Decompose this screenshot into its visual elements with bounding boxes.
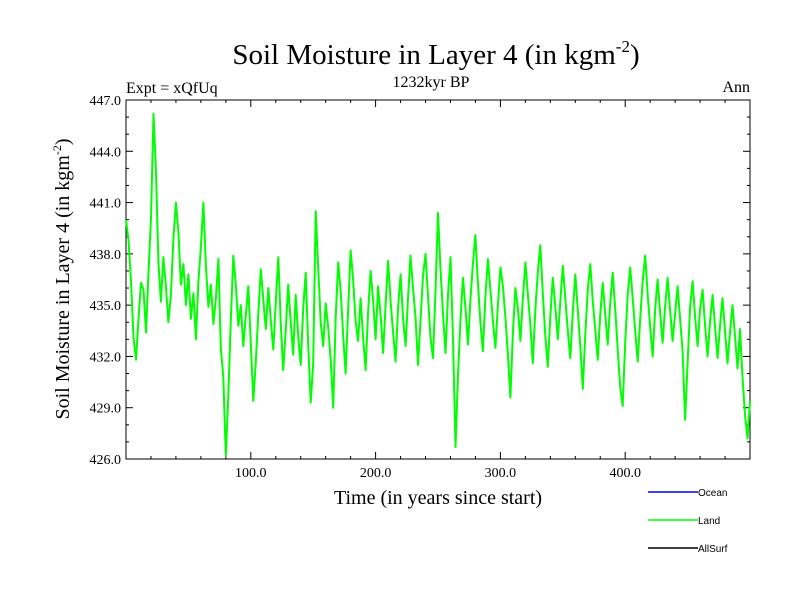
y-tick-label: 444.0: [90, 145, 122, 160]
chart-title-superscript: -2: [616, 37, 630, 56]
y-tick-label: 429.0: [90, 402, 122, 417]
y-tick-label: 426.0: [90, 453, 122, 468]
y-tick-label: 435.0: [90, 299, 122, 314]
chart-subtitle: 1232kyr BP: [393, 74, 470, 91]
x-axis-ticks: 100.0 200.0 300.0 400.0: [150, 100, 726, 481]
plot-frame: [125, 99, 751, 460]
y-tick-label: 441.0: [90, 197, 122, 212]
x-axis-label: Time (in years since start): [334, 487, 542, 509]
x-tick-label: 300.0: [485, 466, 517, 481]
y-tick-label: 447.0: [90, 94, 122, 109]
y-axis-label-suffix: ): [52, 138, 74, 145]
y-axis-label-superscript: -2: [50, 145, 64, 155]
chart-title-suffix: ): [630, 39, 640, 71]
y-axis-ticks: 426.0 429.0 432.0 435.0 438.0 441.0 444.0 447.0: [90, 94, 750, 468]
y-tick-label: 438.0: [90, 248, 122, 263]
legend-label-ocean: Ocean: [698, 488, 727, 499]
legend-label-land: Land: [698, 516, 720, 527]
legend-label-allsurf: AllSurf: [698, 544, 728, 555]
series-line-land: [125, 112, 751, 457]
y-tick-label: 432.0: [90, 350, 122, 365]
x-tick-label: 400.0: [609, 466, 641, 481]
x-tick-label: 100.0: [235, 466, 267, 481]
legend: Ocean Land AllSurf: [648, 488, 728, 555]
y-axis-label: Soil Moisture in Layer 4 (in kgm-2): [50, 138, 74, 419]
chart-title-main: Soil Moisture in Layer 4 (in kgm: [232, 39, 616, 71]
chart-title: Soil Moisture in Layer 4 (in kgm-2): [232, 37, 639, 71]
x-tick-label: 200.0: [360, 466, 392, 481]
season-label: Ann: [722, 79, 750, 96]
expt-label: Expt = xQfUq: [126, 80, 218, 97]
series-layer: [125, 112, 751, 457]
y-axis-label-main: Soil Moisture in Layer 4 (in kgm: [52, 155, 74, 420]
